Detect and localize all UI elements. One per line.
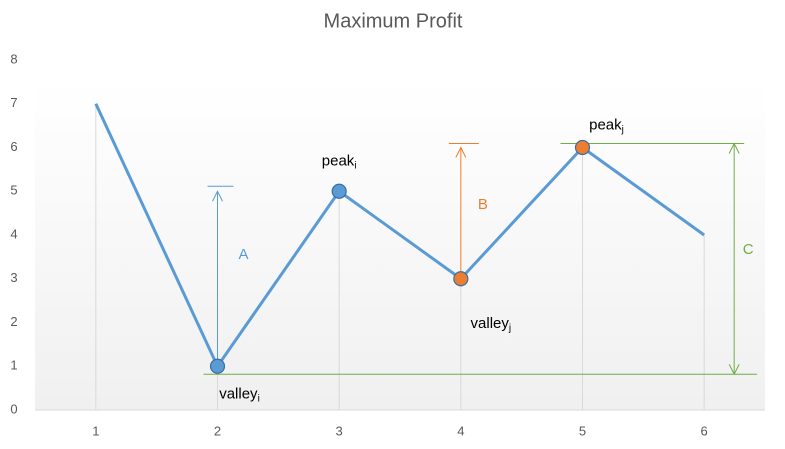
- y-tick-label: 4: [10, 226, 17, 241]
- arrow-c-head: [728, 364, 740, 376]
- point-label-subscript: j: [621, 124, 624, 135]
- point-marker: [574, 139, 591, 156]
- point-label-subscript: i: [258, 393, 260, 404]
- y-tick-label: 1: [10, 358, 17, 373]
- point-marker: [453, 271, 469, 287]
- chart-title: Maximum Profit: [324, 10, 463, 32]
- x-tick-label: 3: [336, 423, 343, 438]
- point-label-subscript: j: [508, 322, 511, 333]
- point-label-subscript: i: [354, 160, 356, 171]
- point-label: peakj: [589, 116, 624, 135]
- arrow-b-head: [455, 146, 467, 158]
- y-tick-label: 5: [10, 183, 17, 198]
- y-tick-label: 8: [10, 51, 17, 66]
- y-tick-label: 7: [10, 95, 17, 110]
- x-tick-label: 6: [701, 423, 708, 438]
- point-label-text: valley: [471, 315, 510, 332]
- point-label: valleyj: [471, 315, 512, 334]
- point-marker: [209, 358, 226, 374]
- plot-background: [35, 80, 765, 410]
- point-marker: [331, 183, 347, 199]
- arrow-a-head: [212, 190, 223, 202]
- x-tick-label: 1: [92, 423, 99, 438]
- y-tick-label: 6: [10, 139, 17, 154]
- point-label-text: valley: [219, 385, 258, 402]
- x-tick-label: 5: [579, 423, 586, 438]
- arrow-c-head: [728, 142, 740, 154]
- annotation-label: A: [238, 246, 248, 263]
- y-tick-label: 0: [10, 401, 17, 416]
- point-label: valleyi: [219, 385, 260, 404]
- x-tick-label: 4: [457, 423, 464, 438]
- y-tick-label: 3: [10, 270, 17, 285]
- point-label: peaki: [322, 152, 357, 171]
- x-tick-label: 2: [214, 423, 221, 438]
- line-series: [94, 103, 706, 368]
- annotation-label: C: [743, 241, 754, 258]
- y-tick-label: 2: [10, 314, 17, 329]
- point-label-text: peak: [322, 152, 355, 169]
- point-label-text: peak: [589, 116, 622, 133]
- annotation-label: B: [478, 196, 488, 213]
